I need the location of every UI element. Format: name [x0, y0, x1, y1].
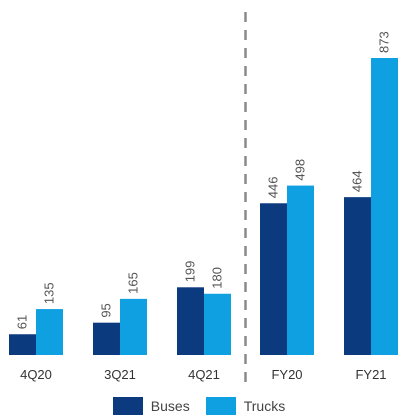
bar-buses-fy20	[260, 203, 287, 355]
data-label-trucks-fy20: 498	[293, 159, 308, 181]
legend-label-buses: Buses	[150, 398, 190, 414]
category-label-fy21: FY21	[355, 367, 386, 382]
category-label-4q20: 4Q20	[20, 367, 52, 382]
bar-trucks-fy20	[287, 185, 314, 355]
category-label-4q21: 4Q21	[188, 367, 220, 382]
data-label-trucks-fy21: 873	[377, 31, 392, 53]
legend-swatch-trucks	[205, 397, 236, 415]
bar-trucks-fy21	[371, 58, 398, 355]
bar-buses-fy21	[344, 197, 371, 355]
bar-buses-3q21	[93, 322, 120, 355]
bar-chart: 61 135 95 165 199 180 446 498 464 873 4Q20 3Q21 4Q2…	[9, 12, 398, 382]
bar-buses-4q21	[177, 287, 204, 355]
bar-trucks-3q21	[120, 298, 147, 355]
bar-buses-4q20	[9, 334, 36, 355]
data-label-buses-fy21: 464	[350, 170, 365, 192]
data-label-trucks-3q21: 165	[126, 272, 141, 294]
data-label-buses-3q21: 95	[99, 303, 114, 317]
category-label-fy20: FY20	[271, 367, 302, 382]
legend-item-trucks: Trucks	[205, 397, 286, 415]
legend-item-buses: Buses	[112, 397, 190, 415]
bar-trucks-4q21	[204, 293, 231, 355]
data-label-trucks-4q21: 180	[210, 267, 225, 289]
bar-trucks-4q20	[36, 309, 63, 355]
data-label-buses-fy20: 446	[266, 177, 281, 199]
legend: Buses Trucks	[0, 396, 398, 416]
legend-label-trucks: Trucks	[243, 398, 286, 414]
data-label-buses-4q20: 61	[15, 315, 30, 329]
category-label-3q21: 3Q21	[104, 367, 136, 382]
legend-swatch-buses	[112, 397, 143, 415]
data-label-buses-4q21: 199	[183, 261, 198, 283]
data-label-trucks-4q20: 135	[42, 282, 57, 304]
